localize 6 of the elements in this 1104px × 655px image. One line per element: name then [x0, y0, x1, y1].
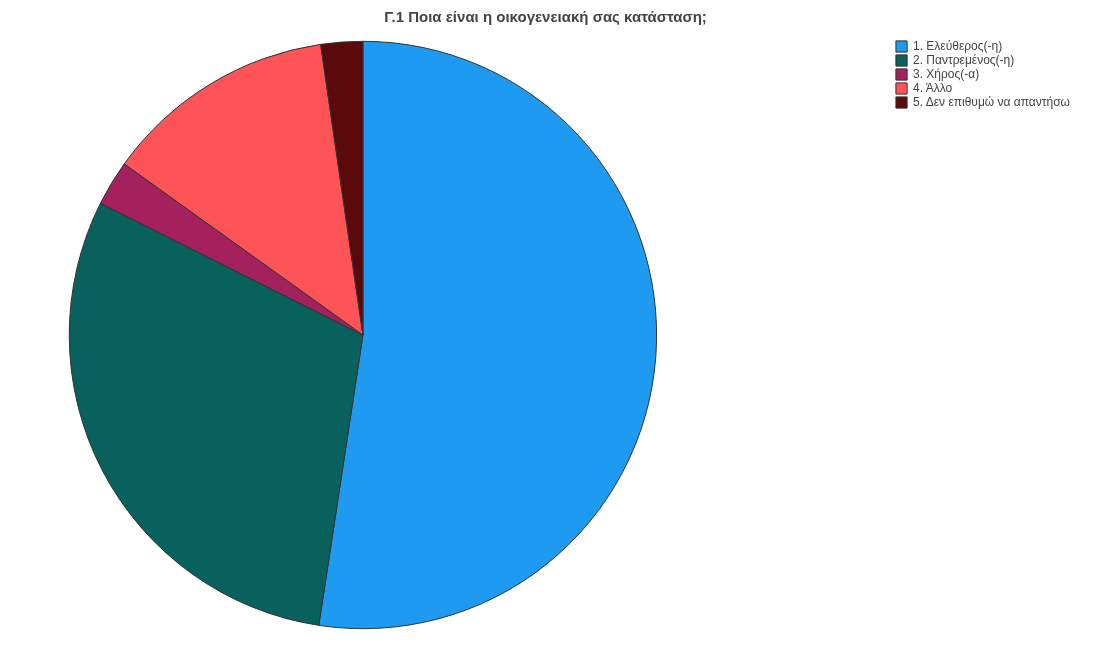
chart-title: Γ.1 Ποια είναι η οικογενειακή σας κατάσταση; [384, 7, 707, 25]
legend-label: 3. Χήρος(-α) [913, 67, 980, 81]
legend-label: 1. Ελεύθερος(-η) [913, 39, 1003, 53]
legend-label: 5. Δεν επιθυμώ να απαντήσω [913, 95, 1070, 109]
legend-label: 4. Άλλο [913, 81, 953, 95]
legend-label: 2. Παντρεμένος(-η) [913, 53, 1015, 67]
